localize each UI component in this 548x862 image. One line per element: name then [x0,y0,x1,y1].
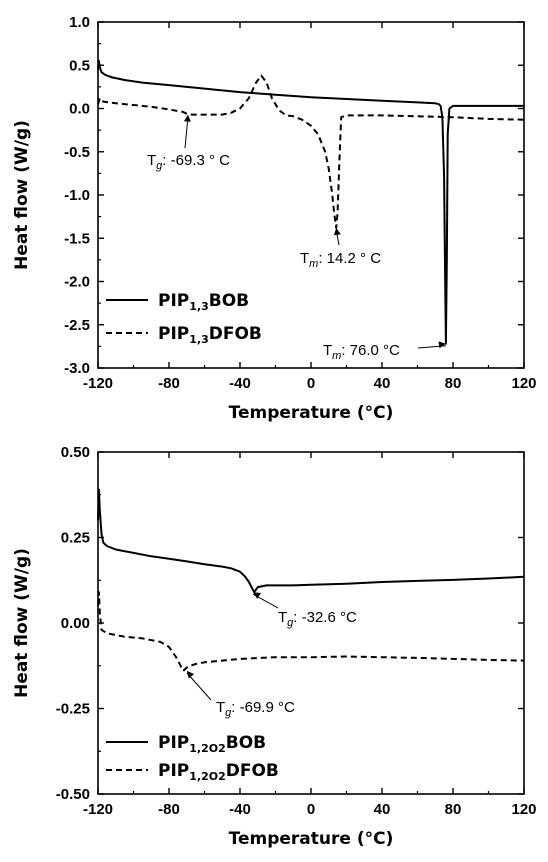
chart-1-y-tick-label: -1.5 [64,230,90,247]
chart-2-series-2-line [97,591,525,672]
chart-2-annotation-base: T [216,699,225,716]
chart-1-y-tick-label: -2.5 [64,317,90,334]
chart-2-x-tick-label: -80 [158,801,180,818]
chart-2-annotation-arrowhead-1 [253,592,261,599]
chart-1-annotation-text: : -69.3 ° C [162,152,230,169]
chart-1-annotation-text: : 14.2 ° C [318,250,381,267]
chart-1-annotation-arrowhead-3 [438,341,446,349]
chart-1-annotation-arrowhead-2 [333,227,341,236]
chart-1-x-tick-label: 0 [307,375,315,392]
chart-2-x-axis-title: Temperature (°C) [229,829,394,849]
chart-1-x-tick-label: -80 [158,375,180,392]
chart-1-x-tick-label: 80 [445,375,462,392]
chart-1-series-1-line [97,59,524,345]
chart-2-panel: -120 -80 -40 0 40 80 120 0.50 0.25 0.00 -0.25 -0.50… [12,444,537,849]
chart-2-annotation-text: : -69.9 °C [231,699,295,716]
chart-1-axes-frame [97,21,525,369]
chart-2-x-tick-label: 80 [445,801,462,818]
chart-2-x-tick-label: 120 [511,801,536,818]
chart-2-annotation-base: T [278,609,287,626]
chart-1-legend-label-2: PIP1,3DFOB [158,324,262,346]
chart-1-legend-label-tail: BOB [209,291,249,311]
chart-1-y-axis-title: Heat flow (W/g) [12,120,32,270]
chart-2-annotation-label-2: Tg: -69.9 °C [216,699,295,719]
chart-1-legend-label-tail: DFOB [209,324,262,344]
chart-2-annotation-arrowhead-2 [186,670,195,679]
chart-2-y-tick-label: -0.25 [56,701,90,718]
chart-2-x-tick-label: 40 [374,801,391,818]
chart-1-x-axis-title: Temperature (°C) [229,403,394,423]
chart-2-annotation-sub: g [225,707,232,719]
chart-2-y-tick-label: -0.50 [56,786,90,803]
chart-1-annotation-text: : 76.0 °C [341,342,400,359]
chart-1-annotation-label-1: Tg: -69.3 ° C [147,152,230,172]
chart-2-x-tick-label: -120 [83,801,113,818]
chart-1-y-tick-label: 0.5 [69,57,90,74]
chart-2-legend-label-sub: 1,2O2 [189,770,226,783]
chart-1-annotation-sub: g [156,160,163,172]
chart-1-annotation-arrow-1 [184,116,189,149]
chart-2-x-tick-label: 0 [307,801,315,818]
chart-1-y-tick-label: 0.0 [69,101,90,118]
chart-1-annotation-base: T [323,342,332,359]
chart-2-y-tick-label: 0.50 [61,444,90,461]
chart-1-y-tick-label: 1.0 [69,14,90,31]
chart-1-legend-label-sub: 1,3 [189,300,209,313]
chart-1-y-tick-label: -2.0 [64,274,90,291]
chart-1-x-tick-label: -40 [229,375,251,392]
chart-1-panel: -120 -80 -40 0 40 80 120 1.0 0.5 0.0 -0.5 -1.0 -1.5 -… [12,14,537,423]
chart-2-annotation-label-1: Tg: -32.6 °C [278,609,357,629]
chart-2-y-tick-label: 0.00 [61,615,90,632]
chart-2-legend-label-1: PIP1,2O2BOB [158,733,266,755]
chart-2-annotation-arrow-2 [186,672,212,701]
chart-1-annotation-base: T [147,152,156,169]
chart-1-legend-label-sub: 1,3 [189,333,209,346]
chart-1-annotation-arrowhead-1 [183,114,191,122]
chart-2-x-tick-label: -40 [229,801,251,818]
chart-1-legend-label-main: PIP [158,291,189,311]
chart-2-series-1-line [97,488,525,594]
chart-2-annotation-sub: g [287,617,294,629]
chart-1-x-tick-label: 120 [511,375,536,392]
chart-1-legend-label-main: PIP [158,324,189,344]
chart-1-x-tick-label: -120 [83,375,113,392]
chart-2-legend-label-main: PIP [158,761,189,781]
chart-2-annotation-text: : -32.6 °C [293,609,357,626]
chart-1-annotation-label-2: Tm: 14.2 ° C [300,250,381,270]
chart-1-annotation-sub: m [309,258,318,270]
chart-2-legend-label-tail: DFOB [226,761,279,781]
chart-1-annotation-base: T [300,250,309,267]
chart-2-legend-label-main: PIP [158,733,189,753]
chart-2-y-tick-label: 0.25 [61,530,90,547]
chart-1-annotation-label-3: Tm: 76.0 °C [323,342,400,362]
chart-1-y-tick-label: -3.0 [64,360,90,377]
chart-1-annotation-sub: m [332,350,341,362]
chart-2-legend-label-2: PIP1,2O2DFOB [158,761,279,783]
chart-2-y-axis-title: Heat flow (W/g) [12,548,32,698]
chart-1-legend-label-1: PIP1,3BOB [158,291,249,313]
chart-1-x-tick-label: 40 [374,375,391,392]
chart-1-y-tick-label: -0.5 [64,144,90,161]
chart-1-y-tick-label: -1.0 [64,187,90,204]
chart-1-series-2-line [97,74,525,229]
chart-2-legend-label-sub: 1,2O2 [189,742,226,755]
chart-2-legend-label-tail: BOB [226,733,266,753]
